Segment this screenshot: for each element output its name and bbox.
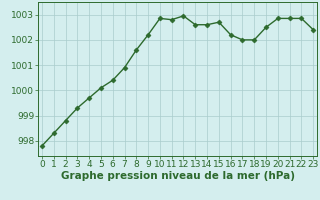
X-axis label: Graphe pression niveau de la mer (hPa): Graphe pression niveau de la mer (hPa) xyxy=(60,171,295,181)
